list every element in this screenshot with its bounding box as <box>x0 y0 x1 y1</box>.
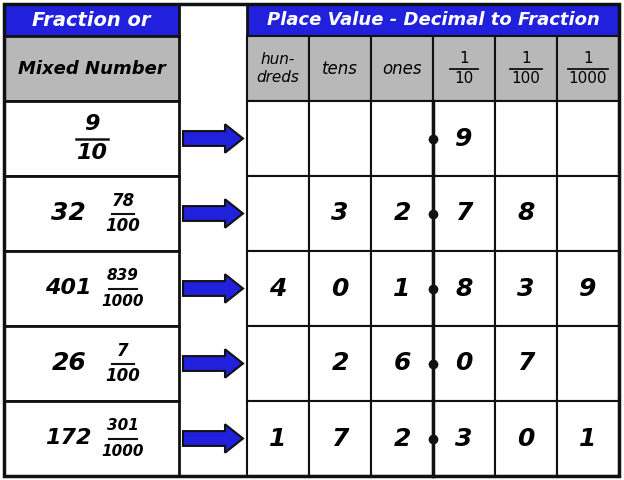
Text: 3: 3 <box>517 276 535 300</box>
FancyArrow shape <box>183 124 243 153</box>
Text: 0: 0 <box>331 276 349 300</box>
Text: 32: 32 <box>51 202 86 226</box>
Bar <box>557 251 619 326</box>
Text: 401: 401 <box>46 278 92 299</box>
Bar <box>495 36 557 101</box>
Text: 7: 7 <box>456 202 473 226</box>
Text: 839: 839 <box>107 268 139 283</box>
Text: 8: 8 <box>456 276 473 300</box>
FancyArrow shape <box>183 274 243 303</box>
Text: 1: 1 <box>393 276 411 300</box>
Bar <box>495 176 557 251</box>
Bar <box>247 101 309 176</box>
Text: 2: 2 <box>393 202 411 226</box>
Text: 0: 0 <box>517 427 535 451</box>
Bar <box>309 176 371 251</box>
Bar <box>433 176 495 251</box>
Text: 9: 9 <box>579 276 597 300</box>
Bar <box>433 36 495 101</box>
Bar <box>495 101 557 176</box>
Bar <box>557 326 619 401</box>
Text: hun-
dreds: hun- dreds <box>256 52 300 84</box>
Bar <box>247 4 619 36</box>
Text: 1000: 1000 <box>102 294 144 309</box>
Text: 7: 7 <box>117 342 129 360</box>
Text: 78: 78 <box>111 192 135 210</box>
Bar <box>247 401 309 476</box>
Bar <box>495 401 557 476</box>
Bar <box>309 401 371 476</box>
Text: Mixed Number: Mixed Number <box>17 60 165 77</box>
Bar <box>247 176 309 251</box>
Text: 0: 0 <box>456 351 473 375</box>
Text: 3: 3 <box>331 202 349 226</box>
Text: 9: 9 <box>456 127 473 151</box>
Bar <box>4 176 179 251</box>
Bar <box>371 36 433 101</box>
Text: 4: 4 <box>270 276 286 300</box>
Text: 2: 2 <box>331 351 349 375</box>
Bar <box>4 326 179 401</box>
Text: 10: 10 <box>76 143 107 163</box>
Text: ones: ones <box>383 60 422 77</box>
Text: 301: 301 <box>107 418 139 433</box>
Bar <box>433 251 495 326</box>
Bar <box>557 101 619 176</box>
Bar <box>4 401 179 476</box>
Text: 1000: 1000 <box>102 444 144 459</box>
Bar <box>309 251 371 326</box>
Text: 1: 1 <box>579 427 597 451</box>
Text: 8: 8 <box>517 202 535 226</box>
Text: 1: 1 <box>583 51 593 66</box>
Bar <box>433 326 495 401</box>
Bar <box>247 251 309 326</box>
Text: 1: 1 <box>521 51 531 66</box>
Text: 100: 100 <box>105 367 140 385</box>
Text: 6: 6 <box>393 351 411 375</box>
Text: 9: 9 <box>84 114 99 134</box>
Bar <box>495 326 557 401</box>
Text: 1: 1 <box>270 427 286 451</box>
Bar <box>371 101 433 176</box>
FancyArrow shape <box>183 349 243 378</box>
Bar <box>247 326 309 401</box>
Text: Place Value - Decimal to Fraction: Place Value - Decimal to Fraction <box>266 11 600 29</box>
Text: 2: 2 <box>393 427 411 451</box>
Bar <box>557 36 619 101</box>
Bar <box>371 326 433 401</box>
Bar <box>495 251 557 326</box>
Bar <box>4 101 179 176</box>
Bar <box>433 401 495 476</box>
Bar <box>557 401 619 476</box>
Bar <box>309 36 371 101</box>
Text: tens: tens <box>322 60 358 77</box>
Bar <box>4 4 179 36</box>
Bar <box>371 251 433 326</box>
Bar <box>309 101 371 176</box>
Bar <box>4 36 179 101</box>
Text: Fraction or: Fraction or <box>32 11 151 29</box>
Text: 1000: 1000 <box>568 71 607 86</box>
Text: 100: 100 <box>512 71 540 86</box>
Bar <box>433 101 495 176</box>
FancyArrow shape <box>183 199 243 228</box>
Text: 10: 10 <box>454 71 474 86</box>
Text: 1: 1 <box>459 51 469 66</box>
FancyArrow shape <box>183 424 243 453</box>
Text: 7: 7 <box>517 351 535 375</box>
Text: 3: 3 <box>456 427 473 451</box>
Text: 26: 26 <box>51 351 86 375</box>
Bar <box>371 401 433 476</box>
Bar <box>371 176 433 251</box>
Bar <box>247 36 309 101</box>
Bar <box>309 326 371 401</box>
Text: 172: 172 <box>46 429 92 448</box>
Bar <box>557 176 619 251</box>
Text: 7: 7 <box>331 427 349 451</box>
Text: 100: 100 <box>105 217 140 235</box>
Bar <box>4 251 179 326</box>
